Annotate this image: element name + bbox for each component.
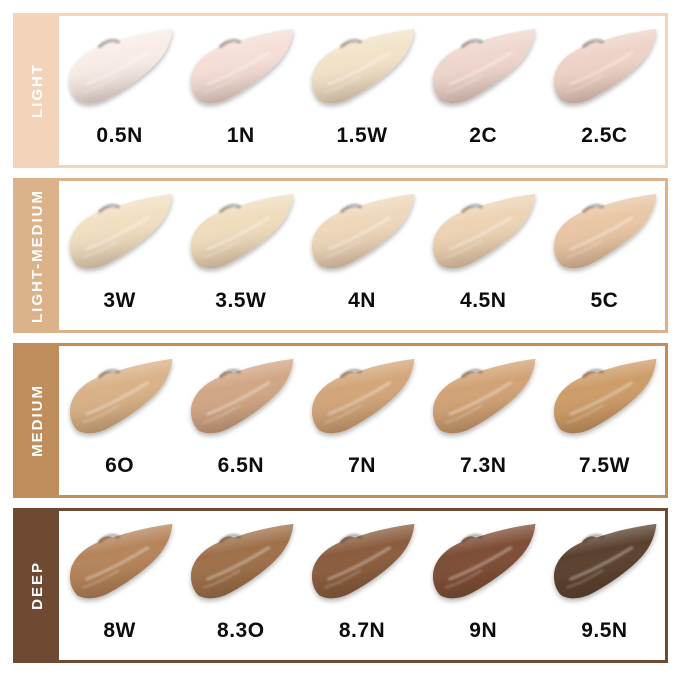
- shade-cell: 4.5N: [423, 181, 544, 330]
- shade-code: 4N: [348, 289, 376, 312]
- shade-cell: 3.5W: [180, 181, 301, 330]
- shade-cell: 0.5N: [59, 16, 180, 165]
- shade-code: 7N: [348, 454, 376, 477]
- foundation-smear-swatch: [425, 27, 541, 119]
- shade-cell: 1N: [180, 16, 301, 165]
- shade-code: 1.5W: [336, 124, 388, 147]
- foundation-smear-swatch: [546, 192, 662, 284]
- swatch-strip: 3W 3.5W 4N 4.5N 5C: [59, 181, 665, 330]
- shade-cell: 7N: [301, 346, 422, 495]
- foundation-smear-swatch: [425, 357, 541, 449]
- foundation-smear-swatch: [183, 522, 299, 614]
- foundation-smear-swatch: [304, 357, 420, 449]
- shade-code: 0.5N: [96, 124, 143, 147]
- shade-code: 4.5N: [460, 289, 507, 312]
- shade-cell: 1.5W: [301, 16, 422, 165]
- foundation-smear-swatch: [304, 27, 420, 119]
- foundation-smear-swatch: [425, 192, 541, 284]
- category-band-light: LIGHT: [16, 16, 59, 165]
- foundation-smear-swatch: [62, 27, 178, 119]
- shade-code: 9N: [469, 619, 498, 642]
- shade-row-light-medium: LIGHT-MEDIUM 3W 3.5W 4N 4.5N 5C: [13, 178, 668, 333]
- category-label: MEDIUM: [29, 384, 46, 457]
- shade-cell: 7.5W: [544, 346, 665, 495]
- shade-cell: 9.5N: [544, 511, 665, 660]
- category-label: DEEP: [29, 561, 46, 610]
- shade-cell: 7.3N: [423, 346, 544, 495]
- shade-cell: 9N: [423, 511, 544, 660]
- shade-row-light: LIGHT 0.5N 1N 1.5W 2C 2.5C: [13, 13, 668, 168]
- shade-code: 6.5N: [217, 454, 264, 477]
- shade-code: 3W: [103, 289, 136, 312]
- shade-cell: 6.5N: [180, 346, 301, 495]
- shade-cell: 4N: [301, 181, 422, 330]
- foundation-smear-swatch: [183, 357, 299, 449]
- shade-code: 8.7N: [338, 619, 386, 642]
- shade-cell: 8.7N: [301, 511, 422, 660]
- foundation-smear-swatch: [425, 522, 541, 614]
- category-label: LIGHT: [29, 63, 46, 118]
- foundation-smear-swatch: [62, 357, 178, 449]
- shade-code: 8W: [103, 619, 136, 642]
- swatch-strip: 8W 8.3O 8.7N 9N 9.5N: [59, 511, 665, 660]
- shade-code: 1N: [226, 124, 255, 147]
- foundation-smear-swatch: [62, 522, 178, 614]
- shade-code: 2.5C: [581, 124, 628, 147]
- shade-code: 7.5W: [578, 454, 630, 477]
- shade-code: 9.5N: [581, 619, 628, 642]
- swatch-strip: 6O 6.5N 7N 7.3N 7.5W: [59, 346, 665, 495]
- shade-cell: 5C: [544, 181, 665, 330]
- foundation-smear-swatch: [62, 192, 178, 284]
- foundation-smear-swatch: [304, 192, 420, 284]
- shade-code: 3.5W: [215, 289, 267, 312]
- foundation-smear-swatch: [546, 27, 662, 119]
- shade-row-deep: DEEP 8W 8.3O 8.7N 9N 9.5N: [13, 508, 668, 663]
- shade-cell: 8W: [59, 511, 180, 660]
- foundation-smear-swatch: [546, 357, 662, 449]
- foundation-smear-swatch: [183, 192, 299, 284]
- category-band-light-medium: LIGHT-MEDIUM: [16, 181, 59, 330]
- shade-cell: 8.3O: [180, 511, 301, 660]
- foundation-smear-swatch: [183, 27, 299, 119]
- shade-code: 7.3N: [460, 454, 507, 477]
- foundation-smear-swatch: [546, 522, 662, 614]
- shade-cell: 3W: [59, 181, 180, 330]
- shade-code: 5C: [590, 289, 619, 312]
- shade-cell: 2.5C: [544, 16, 665, 165]
- category-label: LIGHT-MEDIUM: [29, 188, 46, 323]
- shade-cell: 2C: [423, 16, 544, 165]
- category-band-deep: DEEP: [16, 511, 59, 660]
- shade-code: 2C: [469, 124, 498, 147]
- foundation-smear-swatch: [304, 522, 420, 614]
- shade-code: 6O: [105, 454, 135, 477]
- swatch-strip: 0.5N 1N 1.5W 2C 2.5C: [59, 16, 665, 165]
- shade-code: 8.3O: [217, 619, 265, 642]
- shade-row-medium: MEDIUM 6O 6.5N 7N 7.3N 7.5W: [13, 343, 668, 498]
- shade-cell: 6O: [59, 346, 180, 495]
- category-band-medium: MEDIUM: [16, 346, 59, 495]
